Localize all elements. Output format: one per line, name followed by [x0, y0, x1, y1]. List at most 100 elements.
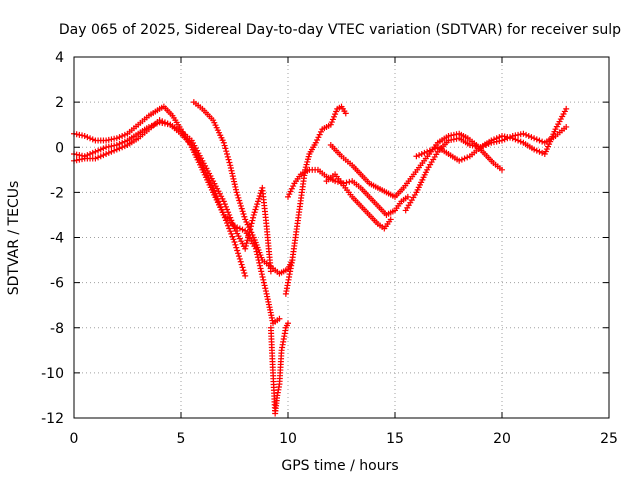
data-point-interp: [429, 146, 436, 153]
data-point-interp: [226, 159, 233, 166]
data-point-interp: [248, 220, 255, 227]
data-point-interp: [305, 153, 312, 160]
tick-labels: 0 5 10 15 20 25 -12 -10 -8 -6 -4 -2 0 2 4: [41, 50, 618, 447]
data-point-interp: [218, 206, 225, 213]
data-point-interp: [95, 147, 102, 154]
data-point-interp: [253, 203, 260, 210]
data-point-interp: [536, 148, 543, 155]
data-point-interp: [235, 250, 242, 257]
data-point: [242, 245, 249, 252]
data-point: [509, 135, 516, 142]
data-point-interp: [121, 131, 128, 138]
data-point: [220, 139, 227, 146]
data-point: [327, 121, 334, 128]
data-point: [563, 105, 570, 112]
data-point-interp: [251, 209, 258, 216]
y-tick-label: 0: [55, 140, 64, 156]
data-point: [233, 189, 240, 196]
data-point: [113, 135, 120, 142]
series-7: [285, 166, 411, 218]
data-point-interp: [261, 282, 268, 289]
data-point-interp: [257, 265, 264, 272]
data-point: [332, 178, 339, 185]
data-point-interp: [461, 155, 468, 162]
data-point-interp: [316, 131, 323, 138]
data-point: [312, 139, 319, 146]
data-point-interp: [490, 136, 497, 143]
grid: [74, 57, 609, 418]
data-point-interp: [236, 255, 243, 262]
data-point-interp: [260, 279, 267, 286]
data-point-interp: [230, 236, 237, 243]
data-point: [456, 157, 463, 164]
data-point-interp: [241, 213, 248, 220]
data-point: [227, 162, 234, 169]
data-point: [81, 132, 88, 139]
data-point-interp: [525, 132, 532, 139]
data-point-interp: [213, 192, 220, 199]
data-point-interp: [250, 214, 257, 221]
data-point-interp: [290, 183, 297, 190]
data-point-interp: [222, 203, 229, 210]
data-point-interp: [241, 270, 248, 277]
y-tick-label: -4: [50, 231, 64, 247]
data-point-interp: [84, 134, 91, 141]
data-point-interp: [329, 116, 336, 123]
data-point-interp: [262, 288, 269, 295]
data-point-interp: [254, 201, 261, 208]
data-point-interp: [219, 209, 226, 216]
data-point-interp: [288, 185, 295, 192]
data-point-interp: [343, 179, 350, 186]
data-point-interp: [245, 234, 252, 241]
x-tick-label: 20: [493, 431, 511, 447]
data-point: [499, 166, 505, 173]
data-point-interp: [262, 285, 269, 292]
data-point-interp: [111, 147, 118, 154]
data-point-interp: [221, 214, 228, 221]
y-tick-label: -6: [50, 276, 64, 292]
data-point-interp: [229, 233, 236, 240]
data-point-interp: [256, 262, 263, 269]
y-axis-label: SDTVAR / TECUs: [6, 181, 22, 296]
data-point-interp: [317, 128, 324, 135]
data-point: [488, 137, 495, 144]
data-point-interp: [515, 137, 522, 144]
data-point-interp: [533, 136, 540, 143]
data-point-interp: [224, 153, 231, 160]
data-point-interp: [315, 134, 322, 141]
data-point-interp: [496, 134, 503, 141]
data-point: [242, 272, 249, 279]
data-point-interp: [255, 198, 262, 205]
data-point-interp: [222, 145, 229, 152]
data-point-interp: [458, 156, 465, 163]
data-point-interp: [328, 119, 335, 126]
data-point-interp: [97, 146, 104, 153]
y-tick-label: -8: [50, 321, 64, 337]
x-tick-label: 5: [177, 431, 186, 447]
data-point-interp: [161, 119, 168, 126]
data-point-interp: [223, 148, 230, 155]
data-point-interp: [116, 145, 123, 152]
y-tick-label: 4: [55, 50, 64, 66]
series-5: [267, 320, 291, 417]
data-point: [342, 110, 349, 117]
data-point-interp: [234, 224, 241, 231]
data-point-interp: [159, 118, 166, 125]
data-point-interp: [418, 151, 425, 158]
data-point-interp: [212, 190, 219, 197]
data-point-interp: [233, 244, 240, 251]
data-point-interp: [229, 220, 236, 227]
data-point-interp: [234, 192, 241, 199]
data-point: [113, 146, 120, 153]
x-tick-label: 10: [279, 431, 297, 447]
data-point: [92, 155, 99, 162]
data-point-interp: [214, 195, 221, 202]
data-point-interp: [235, 194, 242, 201]
data-point-interp: [303, 161, 310, 168]
series-8: [327, 130, 505, 200]
data-point-interp: [227, 228, 234, 235]
data-point-interp: [237, 200, 244, 207]
data-point-interp: [239, 208, 246, 215]
data-point-interp: [151, 121, 158, 128]
data-point-interp: [100, 152, 107, 159]
